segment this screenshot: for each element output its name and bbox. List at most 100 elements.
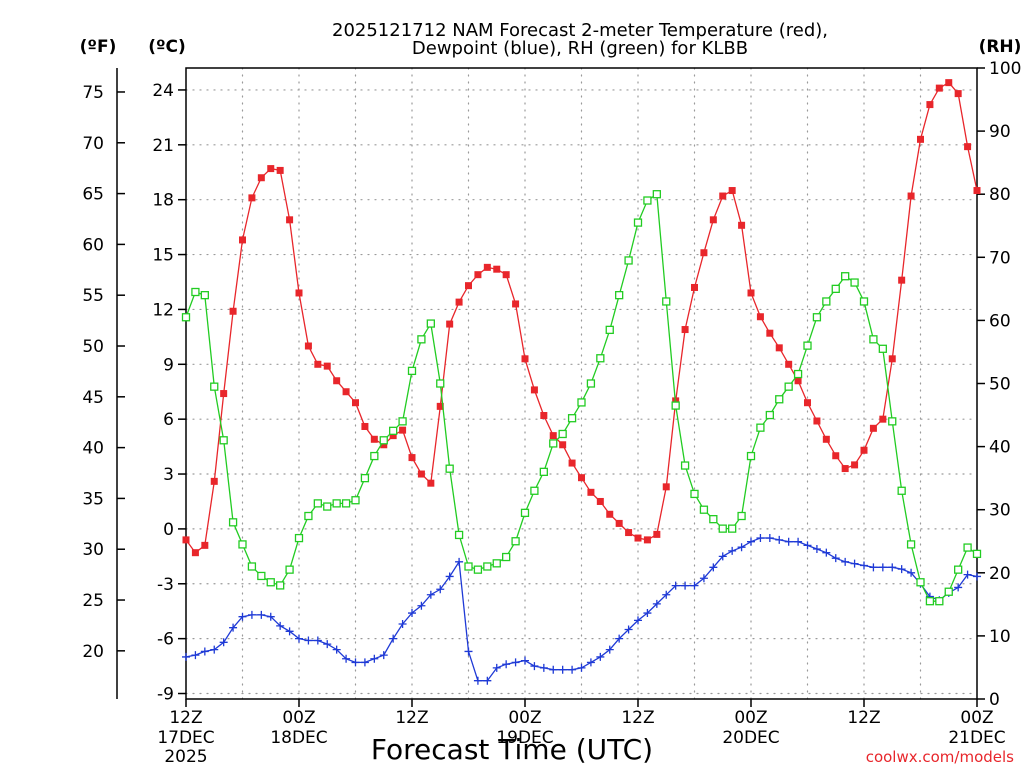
dewpoint-point xyxy=(313,636,322,645)
rh-point xyxy=(511,537,520,546)
dewpoint-point xyxy=(812,545,821,554)
rh-point xyxy=(539,467,548,476)
dewpoint-point xyxy=(794,537,803,546)
dewpoint-point xyxy=(671,581,680,590)
rh-point xyxy=(473,565,483,574)
temperature-point xyxy=(540,412,548,420)
rh-point xyxy=(530,486,539,495)
temperature-point xyxy=(643,536,651,544)
celsius-tick-label: -3 xyxy=(157,575,174,595)
rh-point xyxy=(718,524,727,533)
rh-point xyxy=(558,429,567,439)
rh-tick-label: 40 xyxy=(989,438,1011,458)
dewpoint-series xyxy=(182,534,981,685)
rh-point xyxy=(445,464,454,473)
rh-point xyxy=(313,499,322,508)
temperature-point xyxy=(333,377,341,385)
temperature-point xyxy=(502,271,510,279)
temperature-point xyxy=(709,216,717,224)
rh-tick-label: 10 xyxy=(989,627,1011,647)
x-tick-label-time: 12Z xyxy=(169,708,202,728)
temperature-point xyxy=(220,390,228,398)
dewpoint-point xyxy=(690,581,699,590)
temperature-point xyxy=(822,435,830,443)
dewpoint-point xyxy=(219,638,228,647)
temperature-point xyxy=(926,101,934,109)
rh-series xyxy=(181,190,982,606)
temperature-point xyxy=(860,446,868,454)
rh-point xyxy=(680,461,690,470)
temperature-point xyxy=(785,360,793,368)
rh-point xyxy=(247,562,257,571)
rh-point xyxy=(935,597,944,606)
dewpoint-point xyxy=(389,634,398,643)
temperature-point xyxy=(446,320,454,328)
temperature-point xyxy=(408,454,416,462)
temperature-point xyxy=(587,488,595,496)
dewpoint-point xyxy=(521,656,529,665)
celsius-unit-label: (ºC) xyxy=(148,37,186,57)
dewpoint-point xyxy=(662,590,671,599)
dewpoint-point xyxy=(549,665,558,674)
rh-point xyxy=(963,543,972,552)
temperature-point xyxy=(606,510,614,518)
dewpoint-point xyxy=(634,616,642,625)
temperature-series xyxy=(182,79,981,557)
dewpoint-point xyxy=(699,574,708,583)
dewpoint-point xyxy=(304,636,313,645)
rh-point xyxy=(210,382,219,391)
chart-title-line2: Dewpoint (blue), RH (green) for KLBB xyxy=(412,38,748,59)
dewpoint-point xyxy=(615,634,624,643)
rh-point xyxy=(859,297,869,306)
dewpoint-point xyxy=(266,612,275,621)
dewpoint-point xyxy=(860,561,868,570)
dewpoint-point xyxy=(323,640,332,649)
dewpoint-point xyxy=(455,557,464,566)
dewpoint-point xyxy=(360,658,369,667)
temperature-point xyxy=(917,135,924,143)
celsius-tick-label: 9 xyxy=(163,355,174,375)
rh-point xyxy=(775,395,784,404)
dewpoint-point xyxy=(897,565,906,574)
rh-point xyxy=(841,272,850,281)
rh-point xyxy=(690,489,699,499)
rh-point xyxy=(191,287,200,297)
temperature-point xyxy=(370,435,378,443)
temperature-point xyxy=(229,307,237,315)
dewpoint-point xyxy=(765,534,774,543)
rh-point xyxy=(925,597,935,606)
rh-point xyxy=(379,436,388,445)
x-tick-label-time: 00Z xyxy=(508,708,541,728)
celsius-tick-label: 3 xyxy=(163,465,174,485)
rh-point xyxy=(577,398,586,407)
rh-point xyxy=(605,325,614,335)
dewpoint-point xyxy=(238,612,247,621)
dewpoint-point xyxy=(473,676,482,685)
dewpoint-point xyxy=(643,609,652,618)
rh-point xyxy=(765,410,774,420)
temperature-point xyxy=(756,313,764,321)
fahrenheit-tick-label: 25 xyxy=(82,591,104,611)
rh-point xyxy=(266,578,275,587)
dewpoint-point xyxy=(681,581,690,590)
dewpoint-point xyxy=(436,585,445,594)
chart-title-line1: 2025121712 NAM Forecast 2-meter Temperat… xyxy=(332,20,828,41)
rh-point xyxy=(831,284,840,294)
temperature-point xyxy=(907,192,915,200)
dewpoint-point xyxy=(408,609,416,618)
rh-point xyxy=(228,518,238,527)
rh-point xyxy=(351,496,360,505)
temperature-point xyxy=(681,326,689,334)
credit-link[interactable]: coolwx.com/models xyxy=(866,748,1014,766)
dewpoint-point xyxy=(822,548,831,557)
rh-point xyxy=(398,417,407,426)
fahrenheit-tick-label: 60 xyxy=(82,235,104,255)
dewpoint-point xyxy=(492,663,501,672)
temperature-point xyxy=(191,549,199,557)
temperature-point xyxy=(935,84,943,92)
temperature-point xyxy=(738,221,746,229)
temperature-point xyxy=(182,536,190,544)
dewpoint-point xyxy=(973,572,981,581)
rh-point xyxy=(389,426,398,435)
dewpoint-point xyxy=(539,663,548,672)
